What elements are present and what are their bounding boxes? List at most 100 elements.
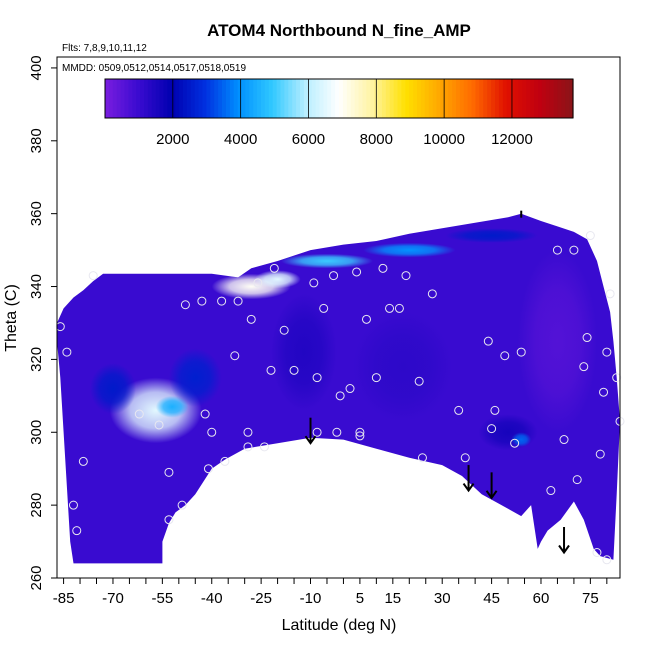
flight-point (352, 267, 362, 277)
colorbar-segment (350, 79, 356, 118)
colorbar-segment (112, 79, 118, 118)
flight-point (319, 303, 329, 313)
flight-point (55, 322, 65, 332)
x-tick-label: 15 (384, 590, 401, 607)
flight-point (154, 420, 164, 430)
y-tick-label: 360 (28, 201, 45, 226)
colorbar-segment (385, 79, 391, 118)
colorbar-segment (491, 79, 496, 118)
flight-point (177, 500, 187, 510)
x-tick-label: 30 (434, 590, 451, 607)
colorbar-segment (303, 79, 309, 118)
chart-title: ATOM4 Northbound N_fine_AMP (207, 21, 471, 40)
colorbar-segment (288, 79, 293, 118)
x-tick-label: -55 (152, 590, 174, 607)
flight-point (289, 365, 299, 375)
colorbar-segment (346, 79, 352, 118)
colorbar-segment (452, 79, 457, 118)
colorbar-segment (132, 79, 137, 118)
y-tick-label: 320 (28, 347, 45, 372)
field-blob (254, 270, 301, 289)
x-tick-label: 45 (483, 590, 500, 607)
colorbar-segment (541, 79, 547, 118)
flight-point (332, 427, 342, 437)
flight-point (585, 231, 595, 241)
colorbar-segment (424, 79, 430, 118)
colorbar-segment (300, 79, 305, 118)
flight-point (266, 365, 276, 375)
colorbar-segment (296, 79, 301, 118)
colorbar-segment (292, 79, 297, 118)
colorbar-tick-label: 8000 (360, 131, 393, 148)
profile-arrow (485, 472, 498, 500)
flight-point (200, 409, 210, 419)
colorbar-segment (432, 79, 438, 118)
colorbar-segment (362, 79, 367, 118)
flight-point (572, 475, 582, 485)
field-blob (478, 414, 538, 451)
colorbar-segment (245, 79, 250, 118)
colorbar-segment (120, 79, 126, 118)
colorbar-segment (339, 79, 344, 118)
field-blob (363, 242, 456, 258)
flight-point (394, 303, 404, 313)
flight-point (259, 442, 269, 452)
colorbar-segment (136, 79, 141, 118)
flight-point (180, 300, 190, 310)
flight-point (312, 427, 322, 437)
flight-point (401, 271, 411, 281)
flight-point (279, 325, 289, 335)
colorbar-segment (218, 79, 223, 118)
colorbar-segment (420, 79, 426, 118)
colorbar-tick-label: 2000 (156, 131, 189, 148)
colorbar-segment (389, 79, 395, 118)
colorbar-segment (124, 79, 129, 118)
colorbar-segment (502, 79, 508, 118)
colorbar-segment (261, 79, 266, 118)
field-blob (168, 348, 222, 407)
flight-point (516, 347, 526, 357)
x-tick-label: -40 (201, 590, 223, 607)
y-tick-label: 300 (28, 420, 45, 445)
colorbar-segment (179, 79, 184, 118)
colorbar-segment (183, 79, 188, 118)
flight-point (217, 296, 227, 306)
colorbar-segment (151, 79, 157, 118)
flight-point (68, 500, 78, 510)
colorbar-segment (311, 79, 317, 118)
colorbar-segment (358, 79, 363, 118)
colorbar-segment (128, 79, 133, 118)
flight-point (243, 442, 253, 452)
colorbar-segment (229, 79, 235, 118)
y-tick-label: 340 (28, 274, 45, 299)
flight-point (500, 351, 510, 361)
x-tick-label: -10 (300, 590, 322, 607)
flight-point (355, 431, 365, 441)
x-tick-label: 75 (582, 590, 599, 607)
flight-point (483, 336, 493, 346)
field-blob (353, 312, 453, 422)
x-tick-label: -70 (102, 590, 124, 607)
colorbar-segment (144, 79, 149, 118)
field-blob (445, 228, 538, 243)
colorbar-segment (140, 79, 145, 118)
flight-point (345, 384, 355, 394)
flight-point (312, 373, 322, 383)
colorbar-segment (249, 79, 254, 118)
colorbar-segment (167, 79, 172, 118)
colorbar-segment (253, 79, 258, 118)
colorbar-segment (194, 79, 200, 118)
colorbar-segment (116, 79, 122, 118)
flight-point (599, 387, 609, 397)
colorbar-segment (257, 79, 262, 118)
flight-point (253, 278, 263, 288)
flight-point (233, 296, 243, 306)
y-axis-label: Theta (C) (3, 284, 20, 352)
colorbar-segment (214, 79, 219, 118)
y-axis: 260 280 300 320 340 360 380 400 (28, 55, 57, 591)
flight-point (592, 547, 602, 557)
flight-point (490, 405, 500, 415)
colorbar-segment (276, 79, 282, 118)
flight-point (88, 271, 98, 281)
